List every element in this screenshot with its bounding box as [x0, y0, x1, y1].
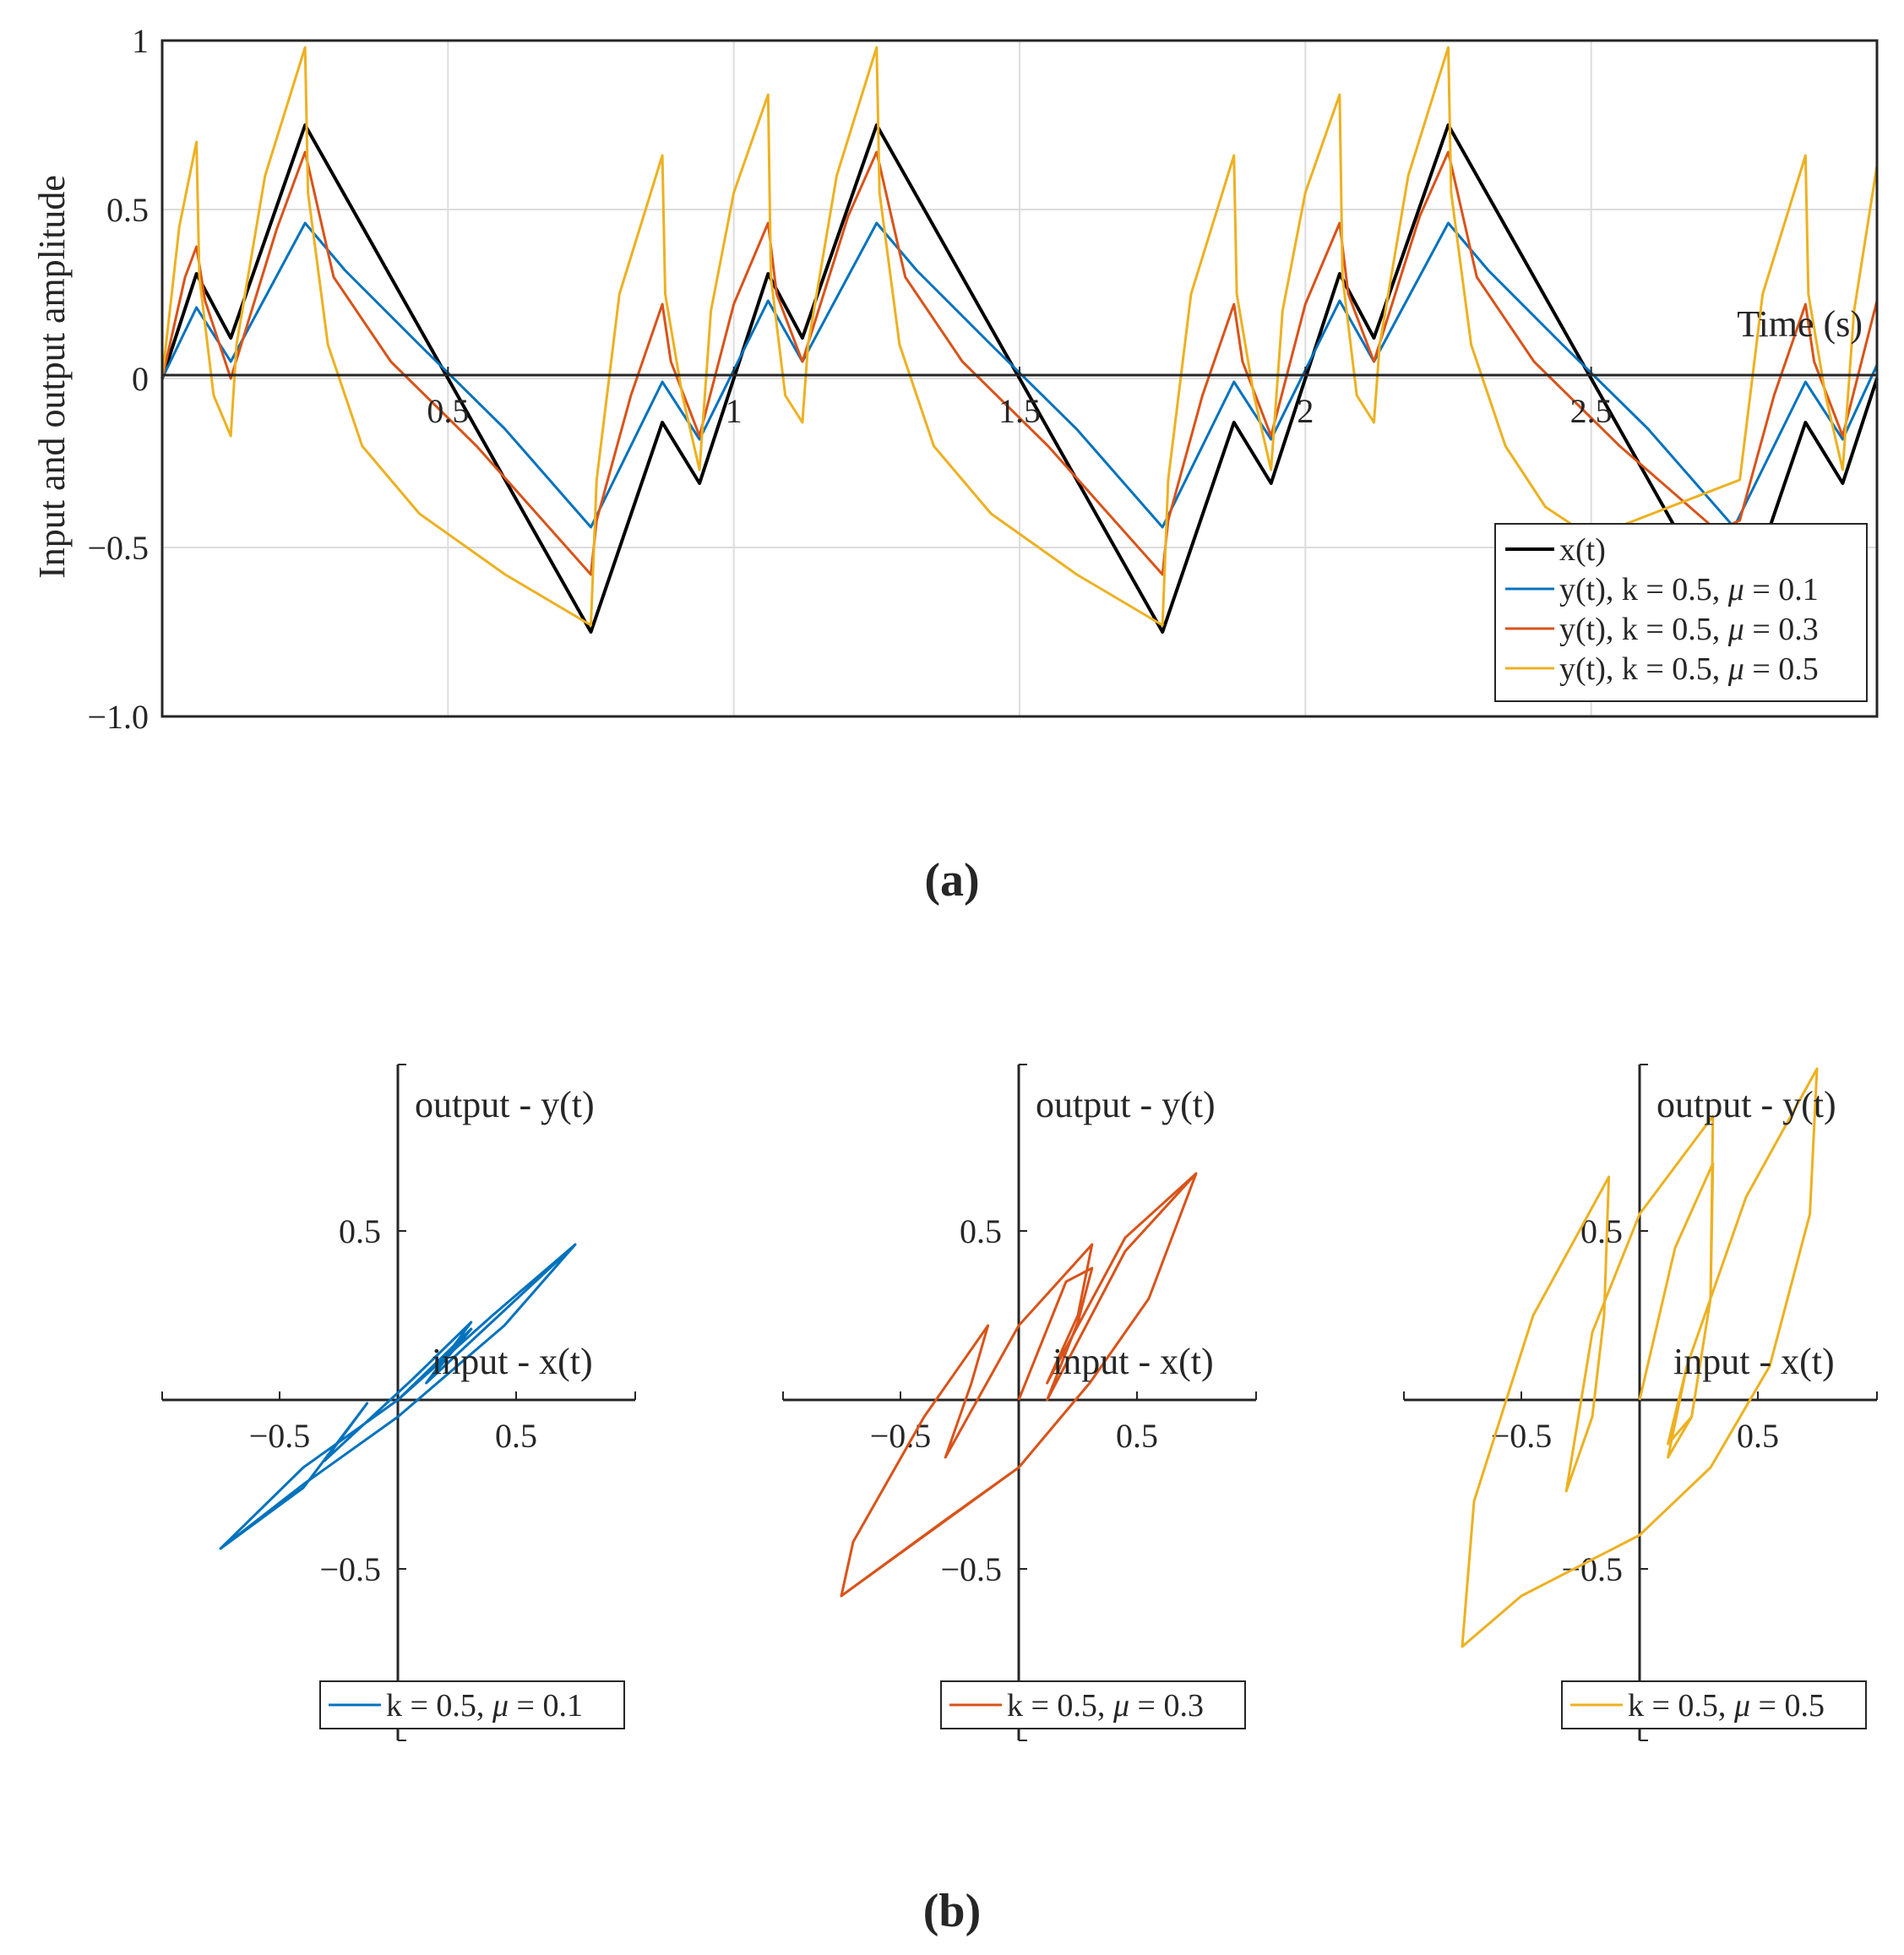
y-axis-label: output - y(t) — [1656, 1084, 1836, 1125]
y-tick-label: −0.5 — [87, 529, 149, 567]
series-line-3 — [160, 46, 1879, 627]
y-tick-label: 0.5 — [1580, 1212, 1623, 1250]
x-axis-label: input - x(t) — [1673, 1341, 1835, 1382]
x-tick-label: 0.5 — [495, 1417, 537, 1455]
x-tick-label: −0.5 — [249, 1417, 311, 1455]
legend-entry: k = 0.5, μ = 0.3 — [1007, 1688, 1204, 1724]
legend-entry-3: y(t), k = 0.5, μ = 0.5 — [1559, 651, 1819, 687]
x-tick-label: 1 — [726, 392, 743, 430]
y-tick-label: 0.5 — [106, 191, 149, 229]
panel-a-legend-box — [1494, 523, 1868, 702]
panel-a-legend: x(t) y(t), k = 0.5, μ = 0.1 y(t), k = 0.5,… — [1494, 523, 1868, 702]
panel-a-xlabel: Time (s) — [1737, 303, 1863, 345]
x-tick-label: 0.5 — [1737, 1417, 1779, 1455]
x-axis-label: input - x(t) — [432, 1341, 593, 1382]
legend-entry-1: y(t), k = 0.5, μ = 0.1 — [1559, 572, 1819, 607]
hysteresis-loop — [219, 1243, 577, 1550]
y-tick-label: 0 — [132, 360, 149, 398]
y-tick-label: 1 — [132, 22, 149, 60]
legend-entry-0: x(t) — [1559, 532, 1606, 568]
y-tick-label: −0.5 — [319, 1550, 381, 1588]
x-tick-label: 2.5 — [1570, 392, 1613, 430]
panel-a-ticks: 0.5 1 1.5 2 2.5 −1.0 −0.5 0 0.5 1 — [87, 22, 1612, 736]
panel-b1-hysteresis: −0.5 0.5 0.5 −0.5 output - y(t) input - x(t) k… — [161, 1064, 636, 1741]
x-tick-label: 2 — [1297, 392, 1314, 430]
panel-a-frame — [160, 39, 1879, 718]
y-tick-label: −1.0 — [87, 698, 149, 736]
x-tick-label: 1.5 — [998, 392, 1041, 430]
legend-entry: k = 0.5, μ = 0.5 — [1628, 1688, 1825, 1724]
legend-entry-2: y(t), k = 0.5, μ = 0.3 — [1559, 612, 1819, 647]
series-line-2 — [160, 150, 1879, 576]
y-tick-label: −0.5 — [940, 1550, 1002, 1588]
y-tick-label: 0.5 — [960, 1212, 1002, 1250]
panel-a-time-series: 0.5 1 1.5 2 2.5 −1.0 −0.5 0 0.5 1 Time (s) Input … — [31, 22, 1879, 736]
y-axis-label: output - y(t) — [1036, 1084, 1216, 1125]
y-axis-label: output - y(t) — [415, 1084, 595, 1125]
hysteresis-loop — [840, 1172, 1198, 1598]
x-tick-label: 0.5 — [427, 392, 469, 430]
x-axis-label: input - x(t) — [1053, 1341, 1214, 1382]
x-tick-label: −0.5 — [1491, 1417, 1553, 1455]
x-tick-label: 0.5 — [1116, 1417, 1158, 1455]
y-tick-label: 0.5 — [339, 1212, 381, 1250]
legend-entry: k = 0.5, μ = 0.1 — [386, 1688, 583, 1724]
hysteresis-loop — [1461, 1067, 1819, 1648]
panel-a-ylabel: Input and output amplitude — [31, 175, 73, 579]
caption-b: (b) — [923, 1885, 981, 1937]
caption-a: (a) — [924, 854, 979, 907]
